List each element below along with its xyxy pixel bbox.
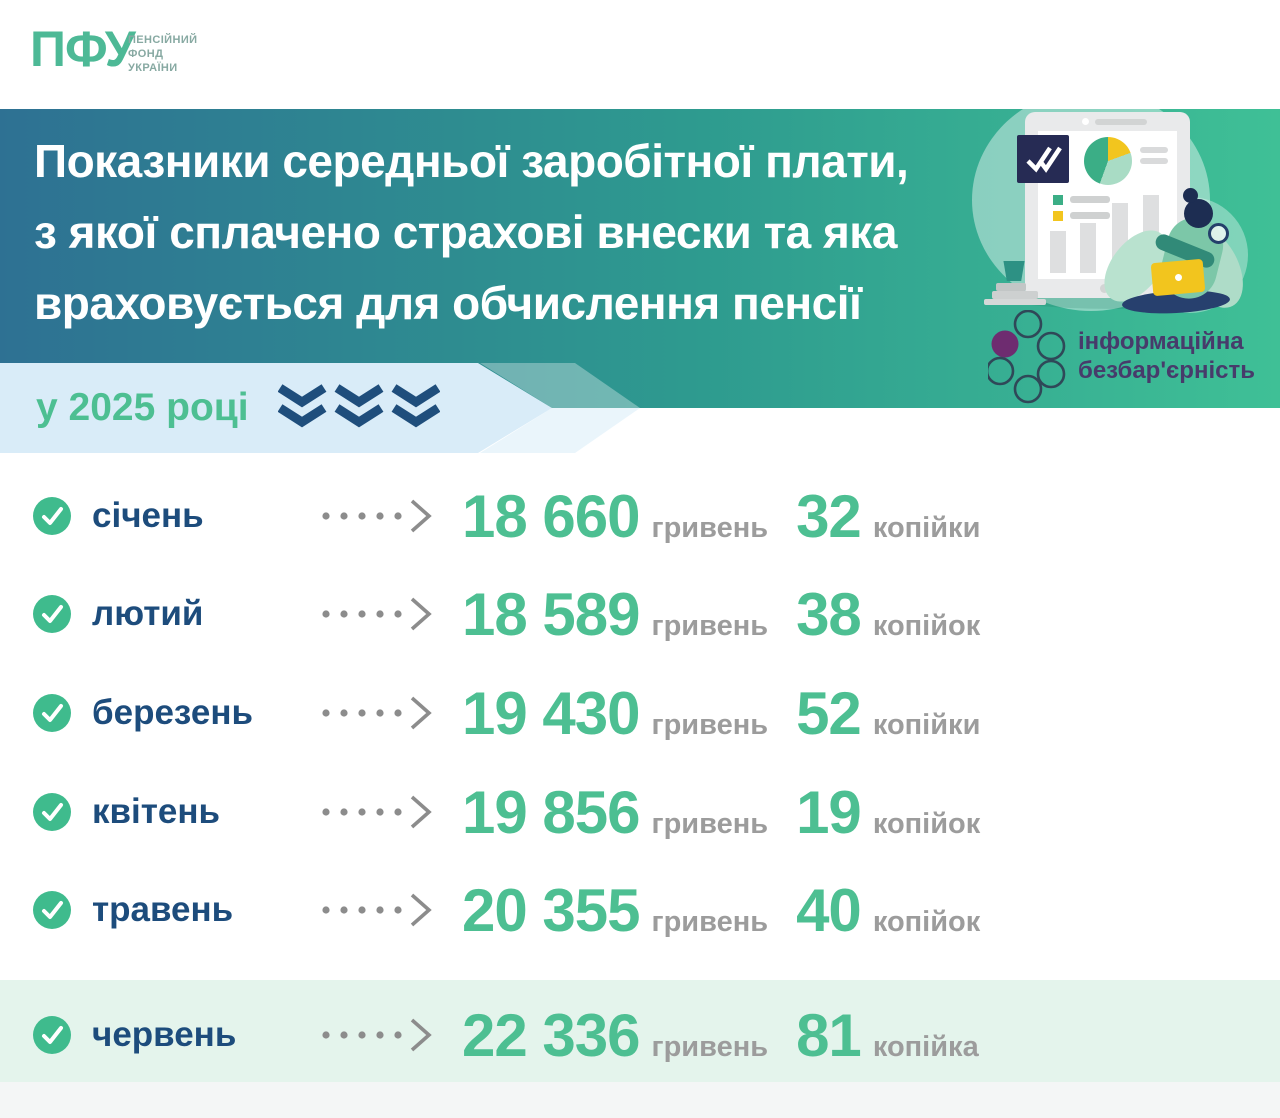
legend-label-placeholder [1070,196,1110,203]
text-line-placeholder [1140,147,1168,153]
amount-value: 19 856 [462,778,641,846]
amount-unit: гривень [651,511,769,544]
month-row: квітень 19 856 гривень 19 копійок [0,773,1280,851]
month-row: лютий 18 589 гривень 38 копійок [0,575,1280,653]
accessibility-label-line: безбар'єрність [1078,357,1255,384]
legend-swatch-green [1053,195,1063,205]
book-stack [984,299,1046,305]
month-row: січень 18 660 гривень 32 копійки [0,477,1280,555]
magnifier-icon [1208,223,1229,244]
month-label: червень [92,1015,237,1054]
kopecks-unit: копійок [872,609,981,642]
title-line-2: з якої сплачено страхові внески та яка [34,206,897,258]
triple-chevron-down-icon [278,384,440,428]
logo-caption-line: ФОНД [128,48,164,60]
kopecks-unit: копійок [872,807,981,840]
accessibility-label: інформаційна безбар'єрність [1078,327,1255,385]
book-stack [996,283,1026,291]
kopecks-value: 32 [796,482,862,550]
dotted-arrow-icon [318,592,432,636]
person-hair-bun [1183,188,1198,203]
text-line-placeholder [1140,158,1168,164]
pfu-logo-caption: ПЕНСІЙНИЙ ФОНД УКРАЇНИ [128,33,197,75]
amount-value: 18 660 [462,482,641,550]
pie-chart-icon [1084,137,1132,185]
amount-value: 22 336 [462,1001,641,1069]
legend-label-placeholder [1070,212,1110,219]
highlight-band-june [0,980,1280,1082]
laptop-logo-dot [1174,273,1183,282]
pfu-logo: ПФУ [30,21,136,77]
dotted-arrow-icon [318,1013,432,1057]
accessibility-logo-circles [988,310,1066,404]
dotted-arrow-icon [318,888,432,932]
page-title: Показники середньої заробітної плати, з … [34,126,909,339]
month-row: березень 19 430 гривень 52 копійки [0,674,1280,752]
amount-value: 19 430 [462,679,641,747]
salary-value: 20 355 гривень 40 копійок [462,876,980,945]
kopecks-unit: копійок [872,905,981,938]
tablet-top-bar [1095,119,1147,125]
amount-value: 18 589 [462,580,641,648]
check-icon [33,1016,71,1054]
person-head [1184,199,1213,228]
kopecks-value: 81 [796,1001,862,1069]
double-check-icon [1026,146,1062,173]
bar-chart-bar [1050,231,1066,273]
dotted-arrow-icon [318,494,432,538]
accessibility-label-line: інформаційна [1078,328,1244,355]
salary-value: 19 430 гривень 52 копійки [462,679,980,748]
check-icon [33,793,71,831]
check-icon [33,694,71,732]
kopecks-unit: копійка [872,1030,979,1063]
amount-unit: гривень [651,609,769,642]
year-label: у 2025 році [36,386,249,429]
kopecks-value: 19 [796,778,862,846]
month-label: травень [92,890,234,929]
kopecks-unit: копійки [872,708,981,741]
kopecks-value: 38 [796,580,862,648]
month-row: червень 22 336 гривень 81 копійка [0,996,1280,1074]
month-label: січень [92,496,204,535]
title-line-3: враховується для обчислення пенсії [34,277,862,329]
book-stack [992,291,1038,299]
kopecks-unit: копійки [872,511,981,544]
month-label: квітень [92,792,221,831]
check-icon [33,891,71,929]
kopecks-value: 40 [796,876,862,944]
dotted-arrow-icon [318,790,432,834]
salary-value: 19 856 гривень 19 копійок [462,778,980,847]
month-label: березень [92,693,253,732]
laptop-illustration [1150,258,1206,297]
amount-unit: гривень [651,905,769,938]
amount-unit: гривень [651,708,769,741]
kopecks-value: 52 [796,679,862,747]
bottom-strip [0,1082,1280,1118]
tablet-camera-dot [1082,118,1089,125]
amount-value: 20 355 [462,876,641,944]
dotted-arrow-icon [318,691,432,735]
title-line-1: Показники середньої заробітної плати, [34,135,909,187]
month-label: лютий [92,594,204,633]
amount-unit: гривень [651,1030,769,1063]
year-ribbon: у 2025 році [0,363,552,453]
check-icon [33,497,71,535]
salary-value: 18 660 гривень 32 копійки [462,482,980,551]
month-row: травень 20 355 гривень 40 копійок [0,871,1280,949]
check-icon [33,595,71,633]
cup-illustration [1003,261,1025,281]
salary-value: 18 589 гривень 38 копійок [462,580,980,649]
bar-chart-bar [1080,223,1096,273]
legend-swatch-yellow [1053,211,1063,221]
double-check-badge [1017,135,1069,183]
logo-caption-line: ПЕНСІЙНИЙ [128,34,198,46]
amount-unit: гривень [651,807,769,840]
logo-caption-line: УКРАЇНИ [128,62,178,74]
illustration: інформаційна безбар'єрність [940,75,1280,408]
salary-value: 22 336 гривень 81 копійка [462,1001,979,1070]
